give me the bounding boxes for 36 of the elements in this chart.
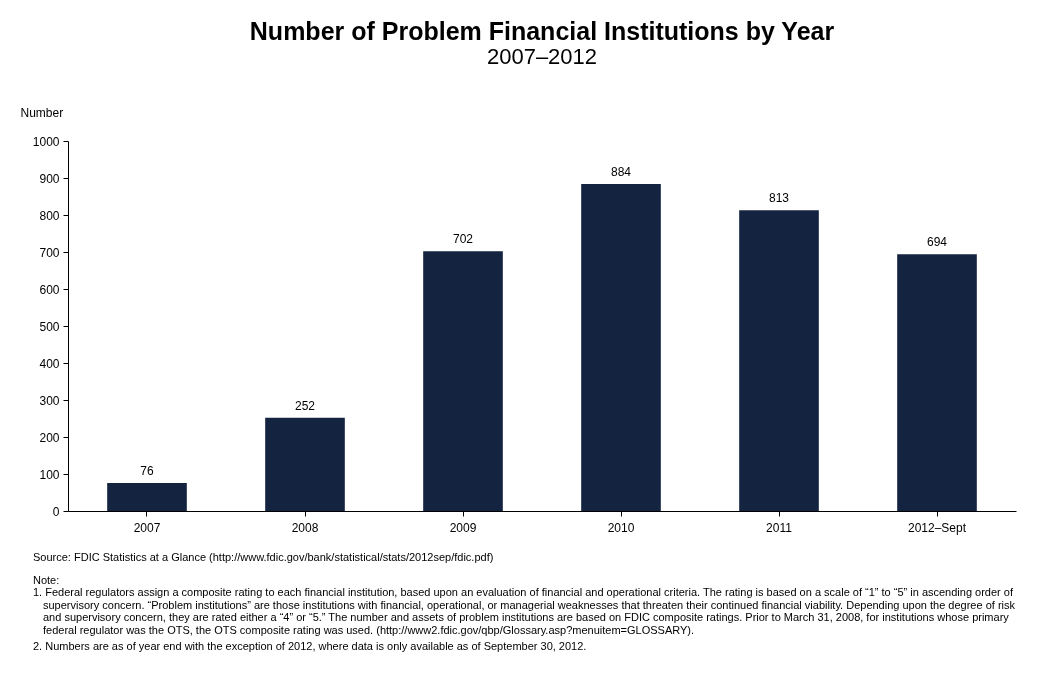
y-tick-label: 900 [39, 171, 60, 186]
x-tick-label: 2007 [133, 520, 161, 535]
source-note: Source: FDIC Statistics at a Glance (http://www.fdic.gov/bank/statistical/stats/2012sep/fdic.pdf) [33, 551, 495, 564]
y-tick-label: 200 [39, 430, 60, 445]
x-tick-label: 2011 [766, 520, 793, 535]
x-tick-label: 2009 [449, 520, 477, 535]
text: Note: [33, 573, 61, 586]
text: 2. Numbers are as of year end with the exception of 2012, where data is only available as of September 30, 2012. [33, 640, 588, 653]
x-tick-label: 2008 [291, 520, 319, 535]
data-label: 702 [452, 232, 474, 247]
y-tick-label: 1000 [32, 134, 60, 149]
data-label: 76 [140, 463, 154, 478]
y-tick-label: 400 [39, 356, 60, 371]
x-tick-label: 2012–Sept [907, 520, 967, 535]
bar [897, 254, 977, 511]
text: 1. Federal regulators assign a composite rating to each financial institution, based upon an evaluation of financial and operational criteria. The rating is based on a scale of “1” to “5” in ascending order of supervisory concern. “Problem institutions” are those institutions with financial, operational, or managerial weaknesses that threaten their continued financial viability. Depending upon the degree of risk and supervisory concern, they are rated either a “4” or “5.” The number and assets of problem institutions are based on FDIC composite ratings. Prior to March 31, 2008, for institutions whose primary federal regulator was the OTS, the OTS composite rating was used. (http://www2.fdic.gov/qbp/Glossary.asp?menuitem=GLOSSARY). [33, 586, 1016, 636]
bar [423, 251, 503, 511]
y-tick-label: 300 [39, 393, 60, 408]
data-label: 884 [610, 164, 632, 179]
x-tick-label: 2010 [607, 520, 635, 535]
data-label: 694 [926, 235, 948, 250]
y-tick-label: 800 [39, 208, 60, 223]
chart-title: Number of Problem Financial Institutions by Year [249, 17, 835, 45]
bar [739, 210, 819, 511]
y-axis-title: Number [20, 105, 64, 120]
y-tick-label: 700 [39, 245, 60, 260]
y-tick-label: 100 [39, 467, 60, 482]
bar [107, 482, 187, 511]
y-tick-label: 500 [39, 319, 60, 334]
chart-subtitle: 2007–2012 [486, 44, 598, 69]
data-label: 813 [768, 191, 790, 206]
bar [265, 417, 345, 511]
data-label: 252 [294, 398, 316, 413]
bar [581, 183, 661, 511]
y-tick-label: 0 [52, 504, 60, 519]
y-tick-label: 600 [39, 282, 60, 297]
